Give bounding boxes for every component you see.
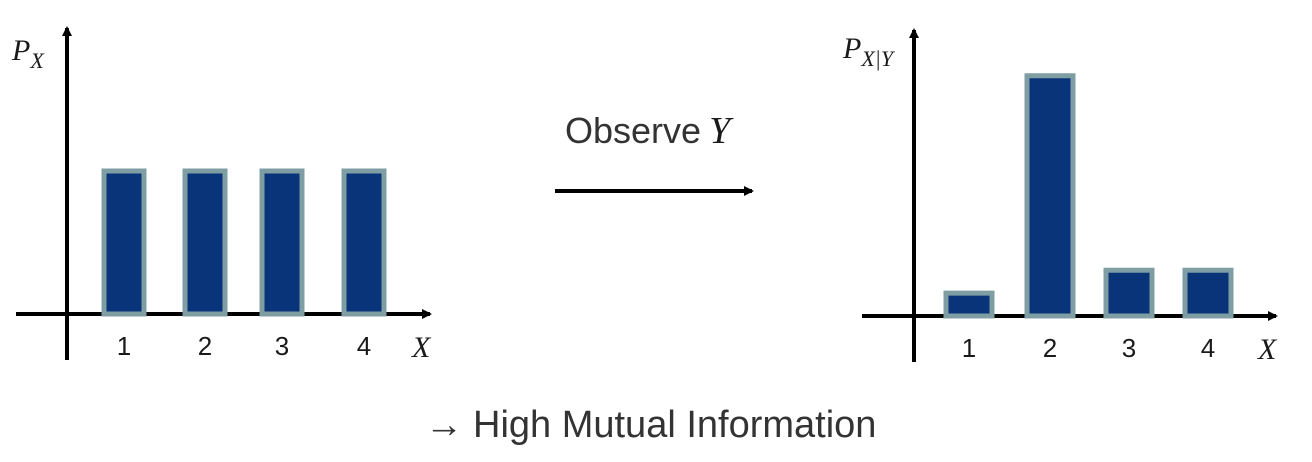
y-axis-label: PX: [11, 34, 45, 73]
x-tick-label: 4: [357, 331, 371, 361]
x-tick-label: 1: [117, 331, 131, 361]
arrow-right-icon: →: [425, 404, 463, 446]
x-tick-label: 3: [275, 331, 289, 361]
bar-3: [262, 171, 302, 314]
posterior-distribution-chart: PX|Y X 1 2 3 4: [842, 30, 1278, 366]
bar-4: [1185, 270, 1231, 316]
bar-2: [185, 171, 225, 314]
bar-2: [1027, 76, 1073, 316]
bar-4: [344, 171, 384, 314]
prior-distribution-chart: PX X 1 2 3 4: [11, 28, 432, 364]
x-axis-label: X: [411, 331, 432, 364]
x-tick-label: 2: [198, 331, 212, 361]
observe-label: Observe Y: [565, 110, 734, 152]
bar-1: [104, 171, 144, 314]
conclusion-text: → High Mutual Information: [425, 404, 876, 446]
y-axis-label: PX|Y: [842, 32, 896, 71]
x-tick-label: 2: [1043, 333, 1057, 363]
x-tick-label: 1: [962, 333, 976, 363]
observe-transition: Observe Y: [555, 110, 752, 191]
bar-3: [1106, 270, 1152, 316]
x-axis-label: X: [1257, 333, 1278, 366]
x-tick-label: 3: [1122, 333, 1136, 363]
bar-1: [946, 293, 992, 316]
x-tick-label: 4: [1201, 333, 1215, 363]
